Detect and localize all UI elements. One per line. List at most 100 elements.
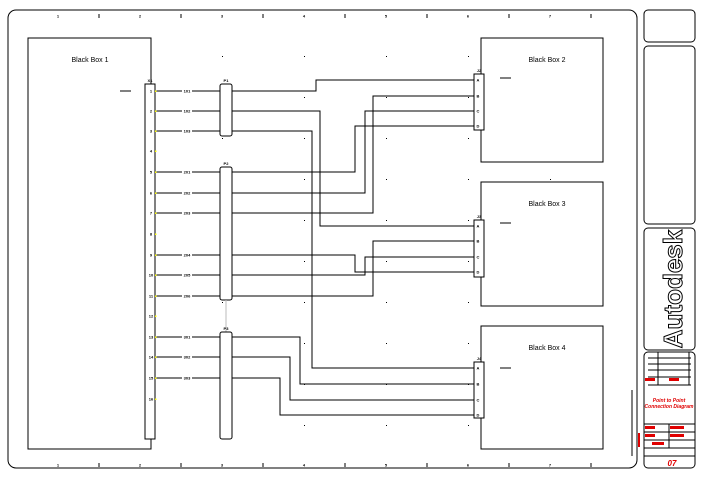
sheet-number: 07 bbox=[668, 459, 677, 468]
j3-pin-label: B bbox=[477, 239, 480, 244]
wire-number: 103 bbox=[184, 129, 191, 134]
black-box-2-title: Black Box 2 bbox=[529, 57, 566, 64]
j2-label: J2 bbox=[477, 68, 482, 73]
zone-number: 7 bbox=[549, 14, 552, 19]
x1-pin-number: 2 bbox=[150, 109, 153, 114]
black-box-3 bbox=[480, 181, 604, 307]
x1-pin-number: 8 bbox=[150, 232, 153, 237]
zone-number: 3 bbox=[221, 14, 224, 19]
j4-pin-label: C bbox=[477, 398, 480, 403]
wire-route-301 bbox=[232, 336, 474, 385]
title-block: Autodesk Point to Point Connection Diagra… bbox=[631, 9, 696, 469]
x1-pin-number: 11 bbox=[149, 294, 154, 299]
wire-route-302 bbox=[232, 356, 474, 401]
x1-pin-number: 4 bbox=[150, 149, 153, 154]
pin-marker bbox=[155, 356, 157, 358]
p2-label: P2 bbox=[224, 161, 230, 166]
j3-pin-label: C bbox=[477, 255, 480, 260]
zone-number: 5 bbox=[385, 14, 388, 19]
x1-pin-number: 13 bbox=[149, 335, 154, 340]
wire-route-202 bbox=[232, 110, 474, 194]
zone-number: 6 bbox=[467, 14, 470, 19]
x1-pin-number: 9 bbox=[150, 253, 153, 258]
j4-pin-label: A bbox=[477, 366, 480, 371]
wire-number: 203 bbox=[184, 211, 191, 216]
black-box-1 bbox=[27, 37, 152, 450]
black-box-4 bbox=[480, 325, 604, 450]
x1-pin-number: 14 bbox=[149, 355, 154, 360]
drawing-title: Point to Point Connection Diagram bbox=[645, 398, 694, 410]
x1-pin-number: 3 bbox=[150, 129, 153, 134]
jack-pins: A B C D A B C D A B C D bbox=[477, 78, 480, 418]
pin-marker bbox=[155, 377, 157, 379]
terminal-strip-x1 bbox=[144, 83, 156, 440]
zone-number: 3 bbox=[221, 463, 224, 468]
black-box-3-title: Black Box 3 bbox=[529, 201, 566, 208]
zone-number: 4 bbox=[303, 463, 306, 468]
autodesk-logo: Autodesk bbox=[658, 229, 688, 348]
x1-pin-number: 7 bbox=[150, 211, 153, 216]
pin-marker bbox=[155, 192, 157, 194]
j2-pin-label: B bbox=[477, 94, 480, 99]
p3-label: P3 bbox=[224, 326, 230, 331]
pin-marker bbox=[155, 336, 157, 338]
zone-number: 1 bbox=[57, 463, 60, 468]
j3-label: J3 bbox=[477, 214, 482, 219]
wire-number: 205 bbox=[184, 273, 191, 278]
pin-marker bbox=[155, 274, 157, 276]
pin-marker bbox=[155, 254, 157, 256]
zone-number: 6 bbox=[467, 463, 470, 468]
x1-pin-number: 16 bbox=[149, 397, 154, 402]
wire-number: 302 bbox=[184, 355, 191, 360]
pin-marker bbox=[155, 90, 157, 92]
wire-number: 204 bbox=[184, 253, 191, 258]
pin-marker bbox=[155, 233, 157, 235]
black-box-2 bbox=[480, 37, 604, 163]
x1-pin-number: 12 bbox=[149, 314, 154, 319]
wire-number: 102 bbox=[184, 109, 191, 114]
pin-marker bbox=[155, 212, 157, 214]
j2-pin-label: A bbox=[477, 78, 480, 83]
wire-number: 202 bbox=[184, 191, 191, 196]
zone-number: 4 bbox=[303, 14, 306, 19]
x1-label: X1 bbox=[148, 78, 154, 83]
zone-number: 5 bbox=[385, 463, 388, 468]
jack-j4 bbox=[473, 361, 485, 419]
pin-marker bbox=[155, 171, 157, 173]
drawing-border bbox=[7, 9, 638, 469]
j3-pin-label: D bbox=[477, 270, 480, 275]
x1-pin-number: 10 bbox=[149, 273, 154, 278]
pin-marker bbox=[155, 295, 157, 297]
pin-marker bbox=[155, 315, 157, 317]
wire-route-101 bbox=[232, 79, 474, 92]
j4-pin-label: B bbox=[477, 382, 480, 387]
wire-route-206 bbox=[232, 240, 474, 297]
wire-number: 206 bbox=[184, 294, 191, 299]
wire-number: 301 bbox=[184, 335, 191, 340]
wire-route-203 bbox=[232, 95, 474, 214]
wire-number: 303 bbox=[184, 376, 191, 381]
p1-label: P1 bbox=[224, 78, 230, 83]
j4-label: J4 bbox=[477, 356, 482, 361]
jack-j3 bbox=[473, 219, 485, 278]
wire-number: 201 bbox=[184, 170, 191, 175]
wire-number: 101 bbox=[184, 89, 191, 94]
j4-pin-label: D bbox=[477, 413, 480, 418]
zone-number: 2 bbox=[139, 463, 142, 468]
j2-pin-label: D bbox=[477, 124, 480, 129]
black-box-4-title: Black Box 4 bbox=[529, 345, 566, 352]
wire-route-103 bbox=[232, 130, 474, 369]
x1-pin-number: 6 bbox=[150, 191, 153, 196]
pin-marker bbox=[155, 110, 157, 112]
j2-pin-label: C bbox=[477, 109, 480, 114]
zone-number: 2 bbox=[139, 14, 142, 19]
pin-marker bbox=[155, 150, 157, 152]
wire-route-303 bbox=[232, 377, 474, 416]
x1-pin-number: 15 bbox=[149, 376, 154, 381]
plug-p2 bbox=[219, 166, 233, 301]
jack-j2 bbox=[473, 73, 485, 131]
zone-number: 7 bbox=[549, 463, 552, 468]
